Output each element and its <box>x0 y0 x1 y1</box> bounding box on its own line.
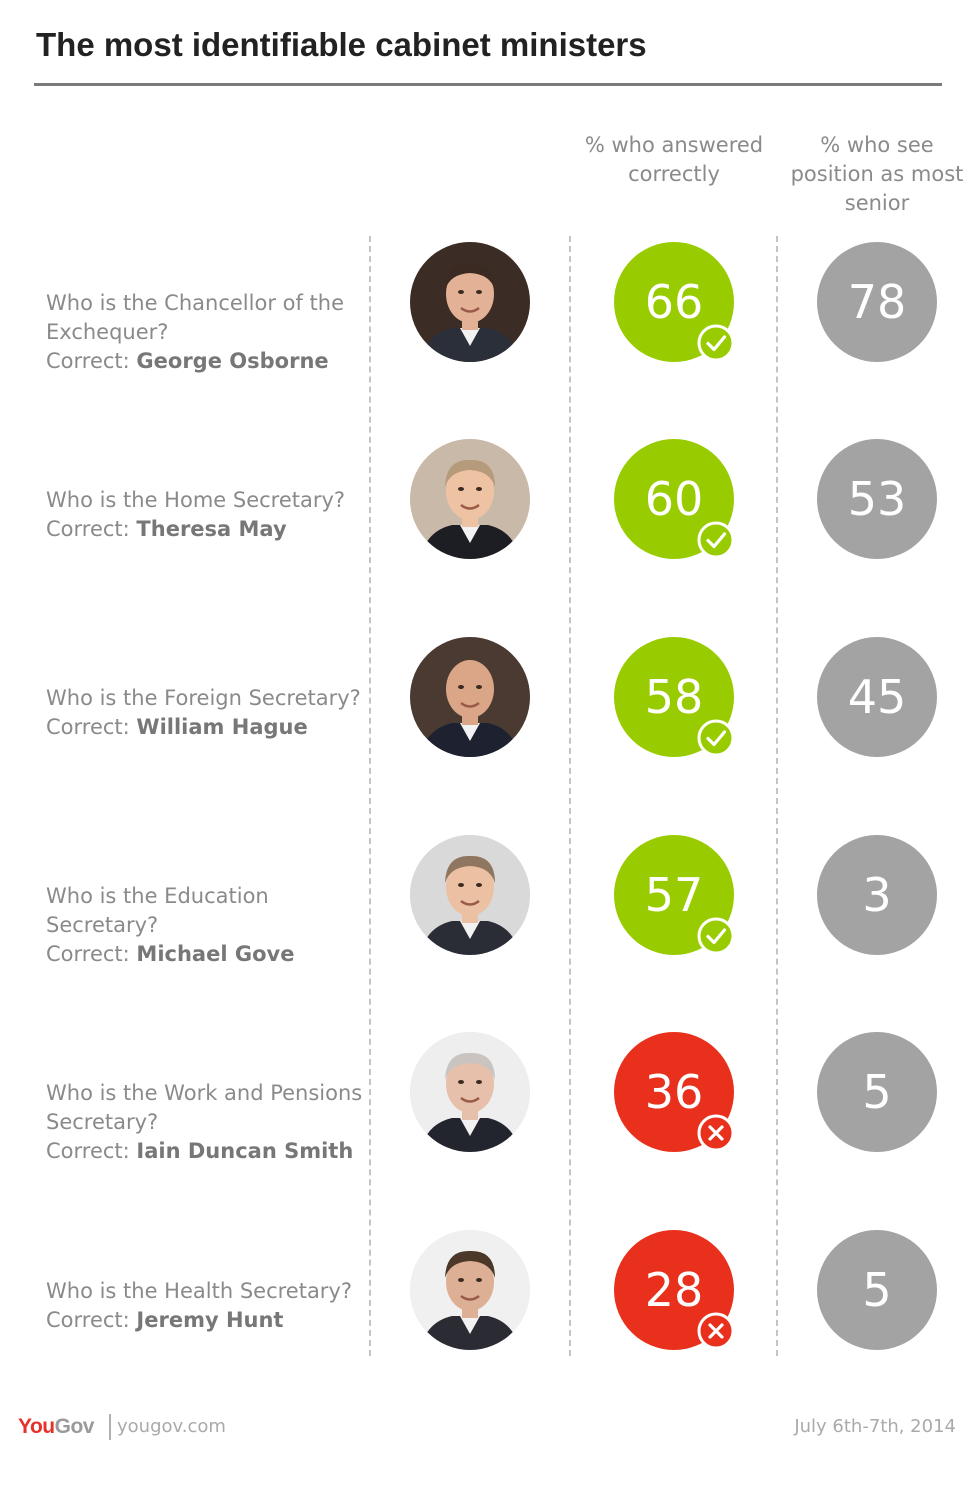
senior-percent-value: 53 <box>817 439 937 559</box>
cross-icon <box>697 1114 735 1152</box>
correct-answer: Jeremy Hunt <box>136 1308 284 1332</box>
correct-answer: Theresa May <box>136 517 287 541</box>
question-block: Who is the Foreign Secretary? Correct: Wi… <box>46 684 366 742</box>
question-block: Who is the Home Secretary? Correct: There… <box>46 486 366 544</box>
correct-answer: Iain Duncan Smith <box>136 1139 354 1163</box>
minister-portrait <box>410 1032 530 1152</box>
senior-percent-value: 45 <box>817 637 937 757</box>
yougov-logo: YouGov <box>18 1415 94 1438</box>
question-block: Who is the Health Secretary? Correct: Jer… <box>46 1277 366 1335</box>
correct-prefix: Correct: <box>46 517 130 541</box>
senior-percent-value: 3 <box>817 835 937 955</box>
question-text: Who is the Work and Pensions Secretary? <box>46 1081 363 1134</box>
question-text: Who is the Chancellor of the Exchequer? <box>46 291 345 344</box>
check-icon <box>697 719 735 757</box>
title-divider <box>34 83 942 86</box>
question-block: Who is the Education Secretary? Correct: … <box>46 882 366 969</box>
footer-url: yougov.com <box>117 1416 226 1437</box>
check-icon <box>697 917 735 955</box>
senior-percent-value: 5 <box>817 1230 937 1350</box>
correct-prefix: Correct: <box>46 349 130 373</box>
minister-portrait <box>410 637 530 757</box>
correct-percent-value: 57 <box>614 835 734 955</box>
minister-row: Who is the Chancellor of the Exchequer? C… <box>0 242 976 499</box>
check-icon <box>697 324 735 362</box>
column-divider <box>569 236 571 1356</box>
correct-prefix: Correct: <box>46 715 130 739</box>
minister-portrait <box>410 439 530 559</box>
correct-answer: William Hague <box>136 715 308 739</box>
minister-row: Who is the Foreign Secretary? Correct: Wi… <box>0 637 976 894</box>
minister-portrait <box>410 1230 530 1350</box>
question-text: Who is the Health Secretary? <box>46 1279 353 1303</box>
column-header-correct: % who answered correctly <box>584 133 764 186</box>
column-divider <box>369 236 371 1356</box>
minister-portrait <box>410 835 530 955</box>
survey-date: July 6th-7th, 2014 <box>794 1416 956 1437</box>
correct-answer: George Osborne <box>136 349 329 373</box>
check-icon <box>697 521 735 559</box>
minister-row: Who is the Home Secretary? Correct: There… <box>0 439 976 696</box>
question-text: Who is the Foreign Secretary? <box>46 686 361 710</box>
footer-separator <box>109 1414 111 1440</box>
page-title: The most identifiable cabinet ministers <box>36 26 647 63</box>
question-text: Who is the Education Secretary? <box>46 884 269 937</box>
correct-prefix: Correct: <box>46 1308 130 1332</box>
column-divider <box>776 236 778 1356</box>
minister-row: Who is the Health Secretary? Correct: Jer… <box>0 1230 976 1487</box>
minister-portrait <box>410 242 530 362</box>
senior-percent-value: 78 <box>817 242 937 362</box>
column-header-senior: % who see position as most senior <box>790 133 964 215</box>
question-block: Who is the Work and Pensions Secretary? C… <box>46 1079 366 1166</box>
correct-answer: Michael Gove <box>136 942 295 966</box>
correct-prefix: Correct: <box>46 942 130 966</box>
question-text: Who is the Home Secretary? <box>46 488 346 512</box>
question-block: Who is the Chancellor of the Exchequer? C… <box>46 289 366 376</box>
correct-prefix: Correct: <box>46 1139 130 1163</box>
minister-row: Who is the Work and Pensions Secretary? C… <box>0 1032 976 1289</box>
minister-row: Who is the Education Secretary? Correct: … <box>0 835 976 1092</box>
senior-percent-value: 5 <box>817 1032 937 1152</box>
cross-icon <box>697 1312 735 1350</box>
